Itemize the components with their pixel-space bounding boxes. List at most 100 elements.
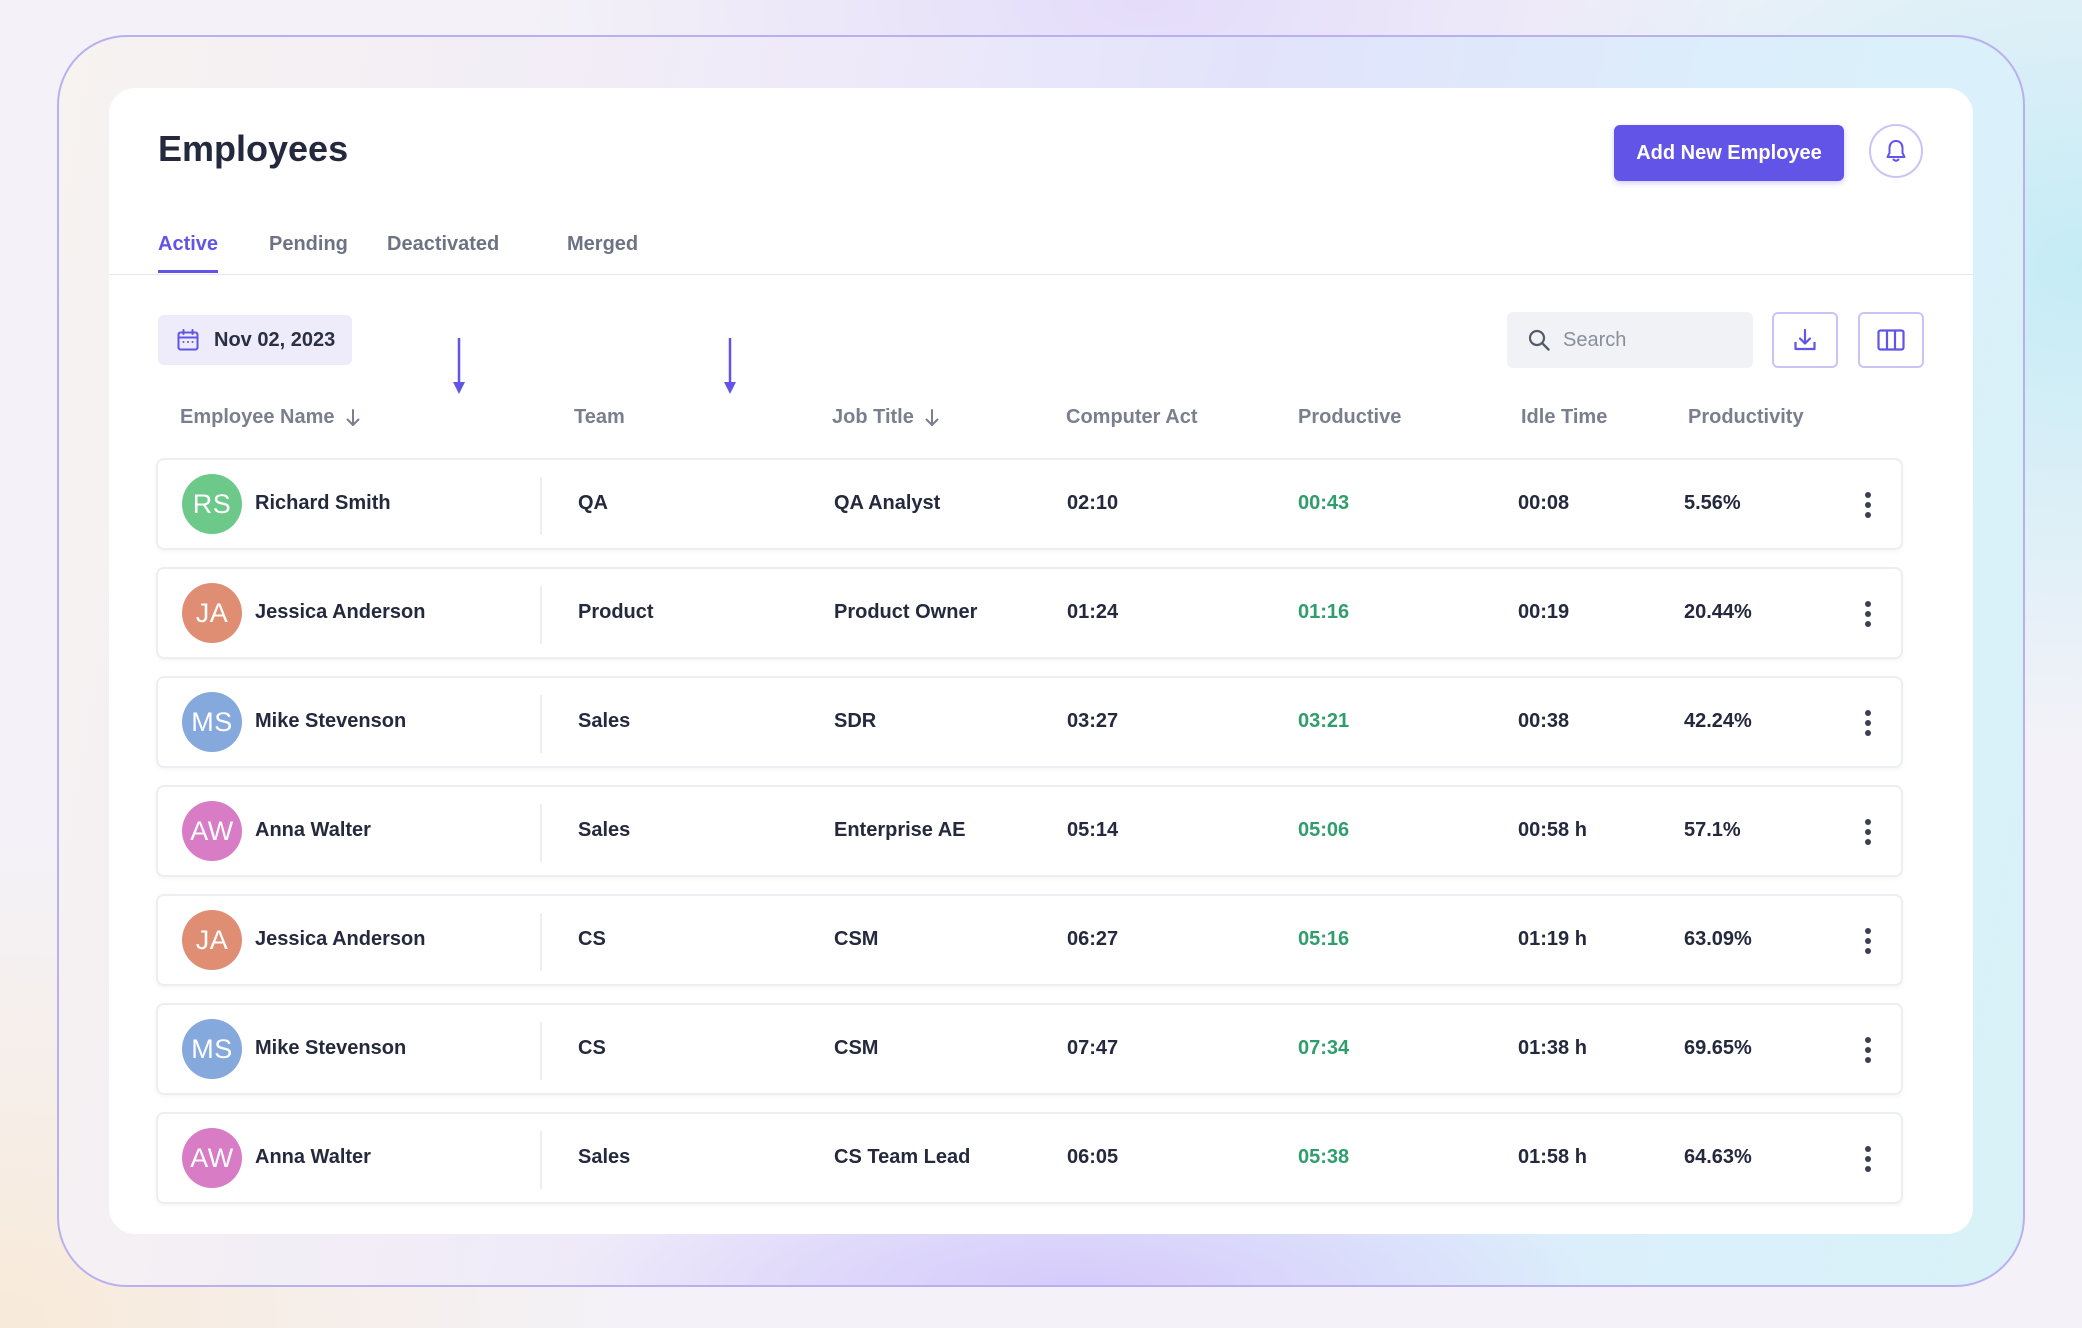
employee-name[interactable]: Jessica Anderson (255, 601, 426, 623)
column-header-productivity[interactable]: Productivity (1688, 406, 1804, 429)
idle-time-cell: 01:38 h (1518, 1037, 1587, 1059)
column-header-label: Team (574, 406, 625, 428)
idle-time-cell: 00:08 (1518, 492, 1570, 514)
employee-name[interactable]: Anna Walter (255, 1146, 371, 1168)
date-picker[interactable]: Nov 02, 2023 (158, 315, 352, 365)
table-row[interactable]: AW Anna Walter Sales Enterprise AE 05:14… (156, 785, 1903, 877)
computer-activity-cell: 02:10 (1067, 492, 1119, 514)
computer-activity-cell: 06:27 (1067, 928, 1119, 950)
column-header-productive[interactable]: Productive (1298, 406, 1401, 429)
employee-name[interactable]: Mike Stevenson (255, 1037, 407, 1059)
idle-time-cell: 01:58 h (1518, 1146, 1587, 1168)
column-divider (540, 913, 542, 971)
job-title-cell: SDR (834, 710, 877, 732)
job-title-cell: CSM (834, 928, 879, 950)
productivity-cell: 57.1% (1684, 819, 1741, 841)
team-cell: Sales (578, 1146, 631, 1168)
tab-active[interactable]: Active (158, 233, 219, 273)
row-menu-button[interactable] (1858, 813, 1878, 851)
tabs-divider (109, 274, 1973, 275)
row-menu-button[interactable] (1858, 486, 1878, 524)
column-header-job-title[interactable]: Job Title (832, 406, 940, 429)
column-header-label: Employee Name (180, 406, 335, 428)
employee-name[interactable]: Mike Stevenson (255, 710, 407, 732)
columns-button[interactable] (1858, 312, 1924, 368)
team-cell: Sales (578, 710, 631, 732)
more-vertical-icon (1865, 1037, 1871, 1063)
team-cell: CS (578, 1037, 606, 1059)
job-title-cell: CS Team Lead (834, 1146, 971, 1168)
notifications-button[interactable] (1869, 124, 1923, 178)
column-divider (540, 804, 542, 862)
computer-activity-cell: 06:05 (1067, 1146, 1119, 1168)
job-title-cell: Enterprise AE (834, 819, 966, 841)
search-input[interactable] (1561, 327, 1735, 353)
table-row[interactable]: JA Jessica Anderson Product Product Owne… (156, 567, 1903, 659)
productivity-cell: 63.09% (1684, 928, 1752, 950)
employees-panel: Employees Add New Employee Active Pendin… (109, 88, 1973, 1234)
productive-time-cell: 05:06 (1298, 819, 1350, 841)
idle-time-cell: 01:19 h (1518, 928, 1587, 950)
tab-merged[interactable]: Merged (567, 233, 639, 255)
productive-time-cell: 07:34 (1298, 1037, 1350, 1059)
add-new-employee-button[interactable]: Add New Employee (1614, 125, 1844, 181)
computer-activity-cell: 03:27 (1067, 710, 1119, 732)
job-title-cell: Product Owner (834, 601, 978, 623)
computer-activity-cell: 05:14 (1067, 819, 1119, 841)
productivity-cell: 20.44% (1684, 601, 1752, 623)
download-button[interactable] (1772, 312, 1838, 368)
avatar: JA (182, 910, 242, 970)
table-row[interactable]: RS Richard Smith QA QA Analyst 02:10 00:… (156, 458, 1903, 550)
avatar: RS (182, 474, 242, 534)
table-row[interactable]: AW Anna Walter Sales CS Team Lead 06:05 … (156, 1112, 1903, 1204)
column-divider (540, 695, 542, 753)
more-vertical-icon (1865, 710, 1871, 736)
productive-time-cell: 00:43 (1298, 492, 1350, 514)
column-header-idle-time[interactable]: Idle Time (1521, 406, 1607, 429)
column-header-label: Productive (1298, 406, 1402, 428)
table-row[interactable]: MS Mike Stevenson Sales SDR 03:27 03:21 … (156, 676, 1903, 768)
job-title-cell: QA Analyst (834, 492, 941, 514)
column-header-team[interactable]: Team (574, 406, 625, 429)
columns-icon (1877, 329, 1905, 351)
more-vertical-icon (1865, 492, 1871, 518)
productivity-cell: 64.63% (1684, 1146, 1752, 1168)
computer-activity-cell: 01:24 (1067, 601, 1119, 623)
team-cell: CS (578, 928, 606, 950)
computer-activity-cell: 07:47 (1067, 1037, 1119, 1059)
column-divider (540, 586, 542, 644)
row-menu-button[interactable] (1858, 922, 1878, 960)
employee-name[interactable]: Anna Walter (255, 819, 371, 841)
column-divider (540, 477, 542, 535)
more-vertical-icon (1865, 819, 1871, 845)
employee-name[interactable]: Richard Smith (255, 492, 391, 514)
productivity-cell: 69.65% (1684, 1037, 1752, 1059)
tab-pending[interactable]: Pending (269, 233, 348, 255)
tab-deactivated[interactable]: Deactivated (387, 233, 500, 255)
employee-name[interactable]: Jessica Anderson (255, 928, 426, 950)
column-divider (540, 1022, 542, 1080)
row-menu-button[interactable] (1858, 1140, 1878, 1178)
arrow-down-icon (724, 338, 736, 394)
search-box[interactable] (1507, 312, 1753, 368)
more-vertical-icon (1865, 601, 1871, 627)
productive-time-cell: 05:16 (1298, 928, 1350, 950)
more-vertical-icon (1865, 1146, 1871, 1172)
table-row[interactable]: JA Jessica Anderson CS CSM 06:27 05:16 0… (156, 894, 1903, 986)
more-vertical-icon (1865, 928, 1871, 954)
productive-time-cell: 03:21 (1298, 710, 1350, 732)
table-row[interactable]: MS Mike Stevenson CS CSM 07:47 07:34 01:… (156, 1003, 1903, 1095)
row-menu-button[interactable] (1858, 1031, 1878, 1069)
avatar: MS (182, 1019, 242, 1079)
column-header-computer-act[interactable]: Computer Act (1066, 406, 1197, 429)
column-header-label: Idle Time (1521, 406, 1608, 428)
sort-arrow-icon (925, 408, 939, 426)
row-menu-button[interactable] (1858, 704, 1878, 742)
sort-arrow-icon (346, 408, 360, 426)
team-cell: Product (578, 601, 654, 623)
page-title: Employees (158, 128, 349, 169)
column-header-employee-name[interactable]: Employee Name (180, 406, 361, 429)
productivity-cell: 5.56% (1684, 492, 1741, 514)
avatar: JA (182, 583, 242, 643)
row-menu-button[interactable] (1858, 595, 1878, 633)
